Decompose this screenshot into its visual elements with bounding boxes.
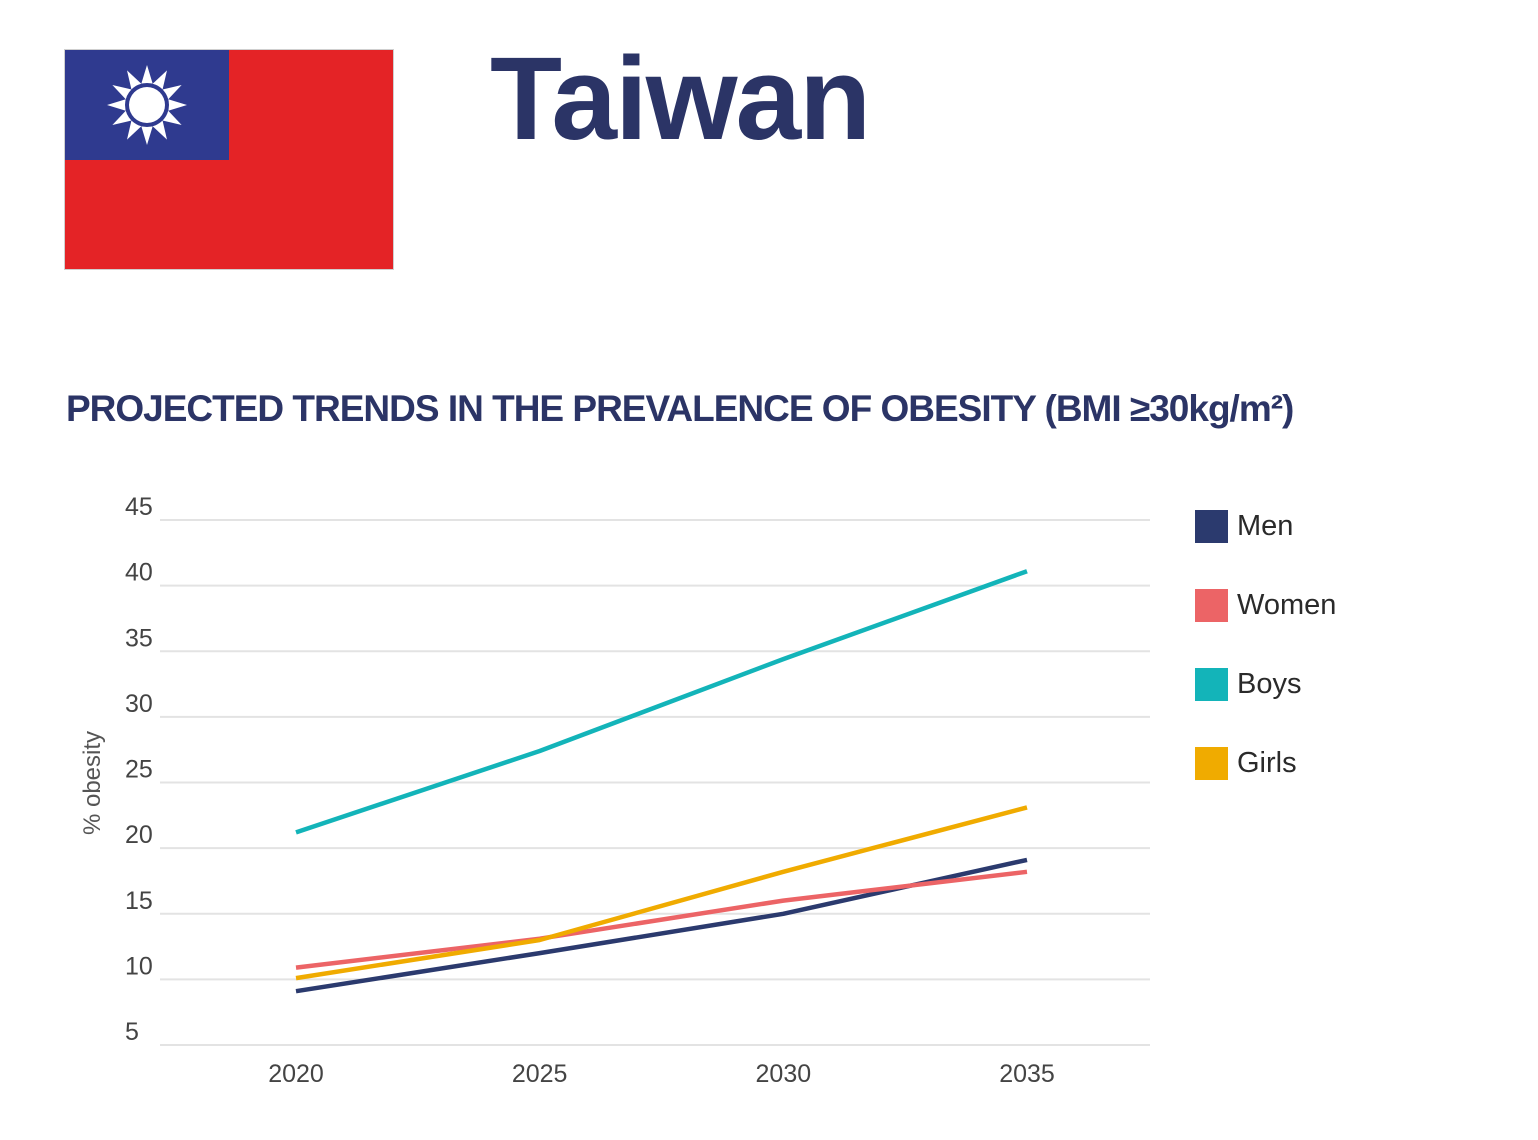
legend-swatch-women — [1195, 588, 1228, 622]
series-lines — [295, 569, 1028, 994]
legend-item-boys: Boys — [1195, 666, 1336, 702]
flag-sun — [107, 65, 187, 145]
grid-lines — [160, 519, 1150, 1046]
series-line-boys — [295, 569, 1028, 835]
legend-swatch-men — [1195, 509, 1228, 543]
legend-item-men: Men — [1195, 508, 1336, 544]
x-tick-labels: 2020 2025 2030 2035 — [268, 1060, 1055, 1088]
y-tick-label: 35 — [125, 624, 153, 652]
taiwan-flag-icon — [64, 49, 394, 270]
sun-disc — [129, 87, 165, 123]
legend-swatch-girls — [1195, 746, 1228, 780]
x-tick-label: 2030 — [756, 1060, 812, 1088]
series-line-women — [295, 869, 1028, 970]
y-tick-label: 25 — [125, 756, 153, 784]
y-tick-label: 45 — [125, 493, 153, 521]
y-tick-label: 20 — [125, 821, 153, 849]
legend-label-girls: Girls — [1237, 746, 1297, 779]
y-tick-label: 15 — [125, 887, 153, 915]
series-line-girls — [295, 805, 1028, 981]
y-tick-labels: 5 10 15 20 25 30 35 40 45 — [125, 493, 153, 1046]
legend-label-boys: Boys — [1237, 667, 1302, 700]
legend-item-women: Women — [1195, 587, 1336, 623]
y-tick-label: 40 — [125, 559, 153, 587]
y-tick-label: 30 — [125, 690, 153, 718]
x-tick-label: 2020 — [268, 1060, 324, 1088]
legend-label-men: Men — [1237, 509, 1294, 542]
y-tick-label: 5 — [125, 1018, 139, 1046]
y-axis-label: % obesity — [79, 731, 106, 835]
chart-heading: PROJECTED TRENDS IN THE PREVALENCE OF OB… — [66, 388, 1294, 429]
country-title: Taiwan — [490, 33, 871, 165]
y-tick-label: 10 — [125, 952, 153, 980]
x-tick-label: 2035 — [999, 1060, 1055, 1088]
series-line-men — [295, 857, 1028, 994]
legend-swatch-boys — [1195, 667, 1228, 701]
x-tick-label: 2025 — [512, 1060, 568, 1088]
legend-item-girls: Girls — [1195, 745, 1336, 781]
legend-label-women: Women — [1237, 588, 1337, 621]
sun-rays — [107, 65, 187, 145]
legend: Men Women Boys Girls — [1195, 508, 1336, 824]
